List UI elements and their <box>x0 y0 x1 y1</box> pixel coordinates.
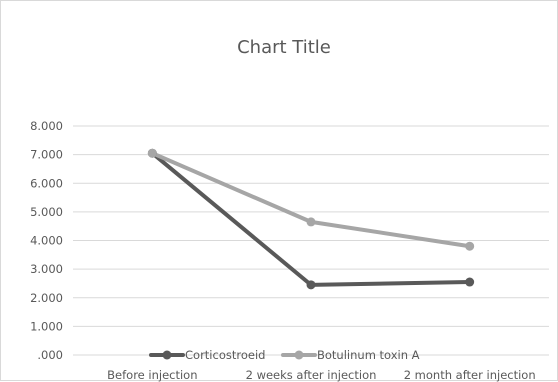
y-tick-label: 5.000 <box>30 205 63 219</box>
chart-title: Chart Title <box>237 37 331 58</box>
y-tick-label: 1.000 <box>30 319 63 333</box>
y-tick-label: 8.000 <box>30 119 63 133</box>
y-tick-label: 6.000 <box>30 176 63 190</box>
y-tick-label: 4.000 <box>30 234 63 248</box>
x-tick-label: Before injection <box>107 368 197 382</box>
legend-label: Botulinum toxin A <box>317 348 420 362</box>
y-tick-label: .000 <box>37 348 63 362</box>
x-tick-label: 2 month after injection <box>404 368 536 382</box>
data-point <box>147 148 157 158</box>
legend-marker <box>294 350 304 360</box>
data-point <box>465 277 475 287</box>
legend-marker <box>162 350 172 360</box>
data-point <box>306 217 316 227</box>
y-tick-label: 3.000 <box>30 262 63 276</box>
series-line <box>150 151 472 249</box>
x-tick-label: 2 weeks after injection <box>246 368 377 382</box>
y-tick-label: 2.000 <box>30 291 63 305</box>
y-tick-label: 7.000 <box>30 148 63 162</box>
data-point <box>465 241 475 251</box>
data-point <box>306 280 316 290</box>
legend-label: Corticostroeid <box>185 348 265 362</box>
